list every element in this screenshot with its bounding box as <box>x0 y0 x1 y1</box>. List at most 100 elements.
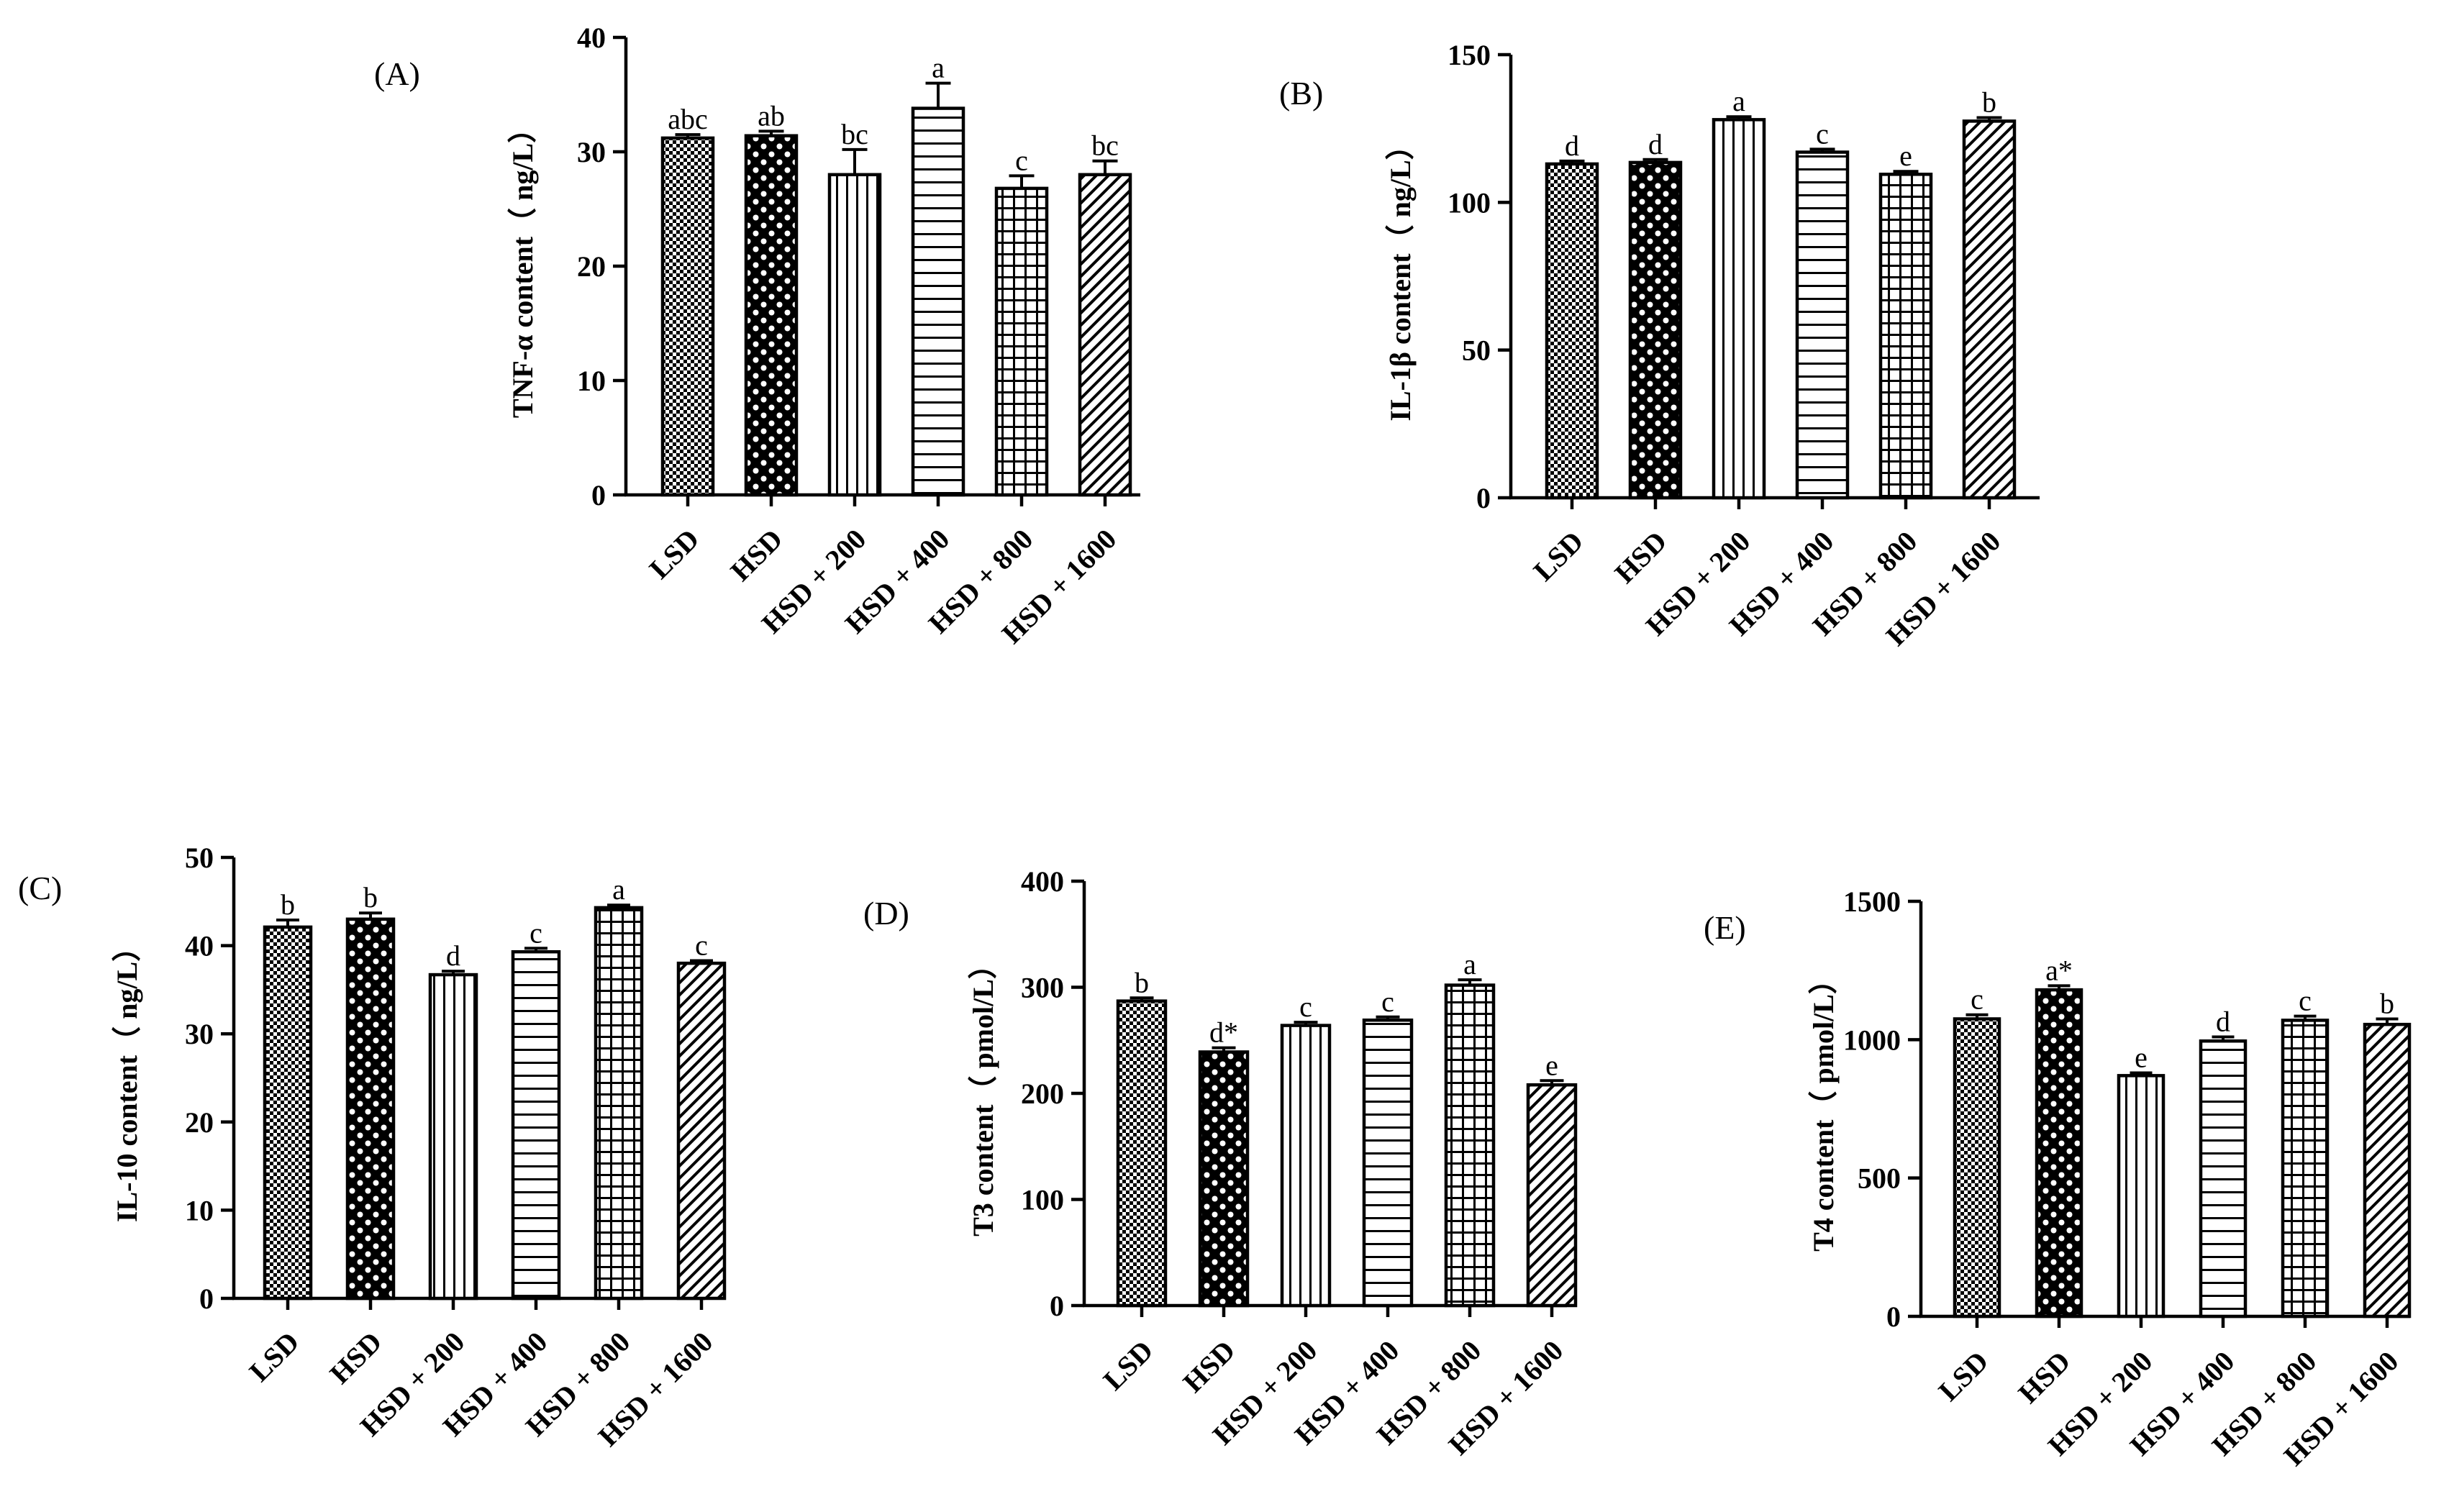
y-tick-label: 0 <box>199 1283 214 1315</box>
bar-3 <box>1712 118 1766 500</box>
panel-label: (B) <box>1279 75 1323 111</box>
y-tick-label: 300 <box>1021 972 1064 1004</box>
chart-5: (E) T4 content（ pmol/L） 0 500 1000 1500 c LSD a*… <box>1704 885 2412 1472</box>
bar-6 <box>676 961 727 1301</box>
y-tick-label: 400 <box>1021 865 1064 898</box>
category-label: LSD <box>643 523 706 586</box>
bar-2 <box>1628 160 1683 500</box>
bar-6 <box>1962 119 2017 500</box>
y-axis-label: TNF-α content（ ng/L） <box>506 114 539 418</box>
significance-label: d <box>1565 129 1579 162</box>
y-tick-label: 10 <box>185 1194 214 1226</box>
y-axis-label: T4 content（ pmol/L） <box>1807 965 1840 1252</box>
bar-6 <box>1526 1083 1578 1308</box>
bar-2 <box>1198 1050 1250 1308</box>
y-tick-label: 20 <box>185 1106 214 1139</box>
charts-root: (A)TNF-α content（ ng/L）010203040abcLSDab… <box>18 22 2412 1472</box>
y-tick-label: 0 <box>1050 1290 1064 1322</box>
significance-label: c <box>1381 985 1394 1018</box>
bar-6 <box>1078 173 1132 497</box>
significance-label: bc <box>841 118 868 150</box>
bar-3 <box>428 973 478 1301</box>
bar-4 <box>2199 1039 2248 1319</box>
panel-label: (A) <box>374 55 420 92</box>
bar-6 <box>2363 1022 2412 1319</box>
significance-label: b <box>1135 966 1149 998</box>
significance-label: c <box>530 916 542 949</box>
category-label: HSD <box>1176 1334 1241 1399</box>
significance-label: b <box>2380 987 2394 1019</box>
significance-label: c <box>1015 144 1028 176</box>
y-tick-label: 50 <box>1462 334 1491 367</box>
y-tick-label: 1000 <box>1843 1024 1901 1056</box>
y-tick-label: 500 <box>1858 1162 1901 1195</box>
bar-5 <box>994 186 1049 497</box>
y-tick-label: 10 <box>577 365 606 397</box>
significance-label: a <box>1732 85 1745 117</box>
bar-2 <box>744 134 799 497</box>
significance-label: d* <box>1209 1016 1238 1049</box>
chart-2: (B) IL-1β content（ ng/L） 0 50 100 150 d LSD d HSD… <box>1279 39 2040 652</box>
significance-label: e <box>2135 1041 2148 1073</box>
category-label: HSD <box>1608 525 1673 590</box>
bar-1 <box>1953 1017 2001 1319</box>
category-label: LSD <box>243 1326 306 1388</box>
bar-5 <box>1878 173 1933 500</box>
significance-label: a <box>612 873 625 906</box>
significance-label: c <box>1971 983 1983 1016</box>
significance-label: e <box>1899 140 1912 172</box>
bar-4 <box>511 949 561 1301</box>
bar-5 <box>2281 1019 2330 1319</box>
significance-label: ab <box>758 99 785 132</box>
category-label: HSD <box>724 523 789 588</box>
significance-label: b <box>363 881 378 914</box>
panel-label: (E) <box>1704 909 1746 946</box>
bar-4 <box>1362 1018 1414 1308</box>
significance-label: c <box>2299 985 2312 1017</box>
y-tick-label: 200 <box>1021 1078 1064 1110</box>
chart-1: (A)TNF-α content（ ng/L）010203040abcLSDab… <box>374 22 1140 650</box>
category-label: LSD <box>1527 525 1590 588</box>
y-tick-label: 0 <box>1886 1301 1901 1333</box>
category-label: HSD <box>323 1326 388 1390</box>
y-tick-label: 1500 <box>1843 885 1901 918</box>
bar-3 <box>2117 1074 2166 1319</box>
significance-label: e <box>1545 1049 1558 1081</box>
bar-1 <box>660 136 715 497</box>
y-tick-label: 40 <box>577 22 606 54</box>
y-tick-label: 150 <box>1448 39 1491 71</box>
bar-3 <box>827 173 882 497</box>
bar-1 <box>1545 162 1599 500</box>
significance-label: c <box>1299 990 1312 1023</box>
bar-3 <box>1280 1024 1332 1308</box>
y-axis-label: T3 content（ pmol/L） <box>967 950 999 1237</box>
significance-label: b <box>281 888 295 921</box>
significance-label: bc <box>1091 129 1119 162</box>
y-tick-label: 100 <box>1448 186 1491 219</box>
bar-2 <box>345 917 396 1301</box>
category-label: HSD <box>2012 1345 2076 1410</box>
bar-4 <box>911 106 965 497</box>
bar-4 <box>1795 150 1850 500</box>
y-tick-label: 40 <box>185 930 214 962</box>
y-axis-label: IL-10 content（ ng/L） <box>111 933 143 1222</box>
significance-label: d <box>446 939 460 972</box>
significance-label: c <box>1816 117 1829 150</box>
y-tick-label: 50 <box>185 842 214 874</box>
bar-1 <box>263 925 313 1301</box>
significance-label: c <box>695 929 708 961</box>
significance-label: d <box>1648 128 1663 160</box>
panel-label: (D) <box>863 895 909 932</box>
significance-label: b <box>1982 86 1996 118</box>
y-tick-label: 30 <box>577 136 606 168</box>
significance-label: d <box>2216 1005 2230 1037</box>
y-tick-label: 30 <box>185 1018 214 1050</box>
y-axis-label: IL-1β content（ ng/L） <box>1384 131 1417 421</box>
y-tick-label: 0 <box>591 479 606 511</box>
y-tick-label: 100 <box>1021 1184 1064 1216</box>
significance-label: a <box>932 52 945 84</box>
bar-5 <box>1444 983 1496 1308</box>
chart-4: (D) T3 content（ pmol/L） 0 100 200 300 400 b LSD d… <box>863 865 1578 1461</box>
bar-5 <box>594 906 644 1301</box>
